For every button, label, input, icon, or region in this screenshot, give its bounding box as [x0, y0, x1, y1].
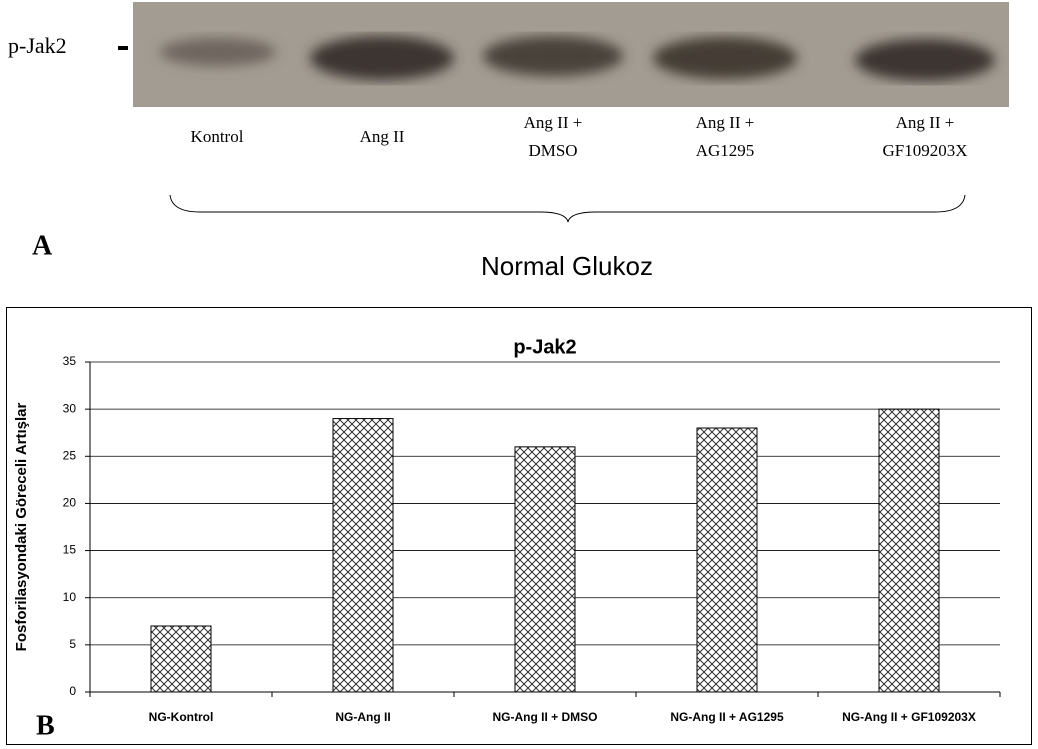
blot-bands [160, 36, 995, 81]
lane-label: Ang II + [896, 113, 955, 132]
lane-label: Ang II + [524, 113, 583, 132]
chart-title: p-Jak2 [513, 336, 576, 358]
lane-label: GF109203X [882, 141, 967, 160]
band-marker [118, 46, 128, 50]
y-axis-label: Fosforilasyondaki Göreceli Artışlar [13, 402, 30, 651]
x-tick-label: NG-Kontrol [149, 710, 214, 724]
y-tick-label: 5 [69, 637, 76, 651]
lane-label: Ang II + [696, 113, 755, 132]
x-tick-label: NG-Ang II + GF109203X [842, 710, 976, 724]
x-tick-label: NG-Ang II + DMSO [493, 710, 598, 724]
chart-frame [6, 307, 1032, 745]
group-brace [169, 194, 966, 223]
group-label: Normal Glukoz [481, 251, 653, 281]
panel-label: A [32, 230, 53, 261]
panel-label: B [36, 710, 55, 741]
lane-label: Ang II [360, 127, 405, 146]
y-tick-label: 10 [63, 590, 77, 604]
y-tick-label: 35 [63, 354, 77, 368]
bar [150, 625, 212, 693]
y-tick-label: 25 [63, 448, 77, 462]
y-tick-label: 30 [63, 401, 77, 415]
x-tick-label: NG-Ang II + AG1295 [670, 710, 784, 724]
band-label: p-Jak2 [8, 33, 67, 58]
lane-label: DMSO [528, 141, 577, 160]
lane-label: AG1295 [696, 141, 755, 160]
bar [878, 408, 940, 693]
bar [696, 427, 758, 693]
y-tick-label: 20 [63, 496, 77, 510]
lane-label: Kontrol [191, 127, 244, 146]
bar [332, 418, 394, 693]
y-tick-label: 0 [69, 684, 76, 698]
y-tick-label: 15 [63, 543, 77, 557]
x-tick-label: NG-Ang II [335, 710, 390, 724]
bar [514, 446, 576, 693]
